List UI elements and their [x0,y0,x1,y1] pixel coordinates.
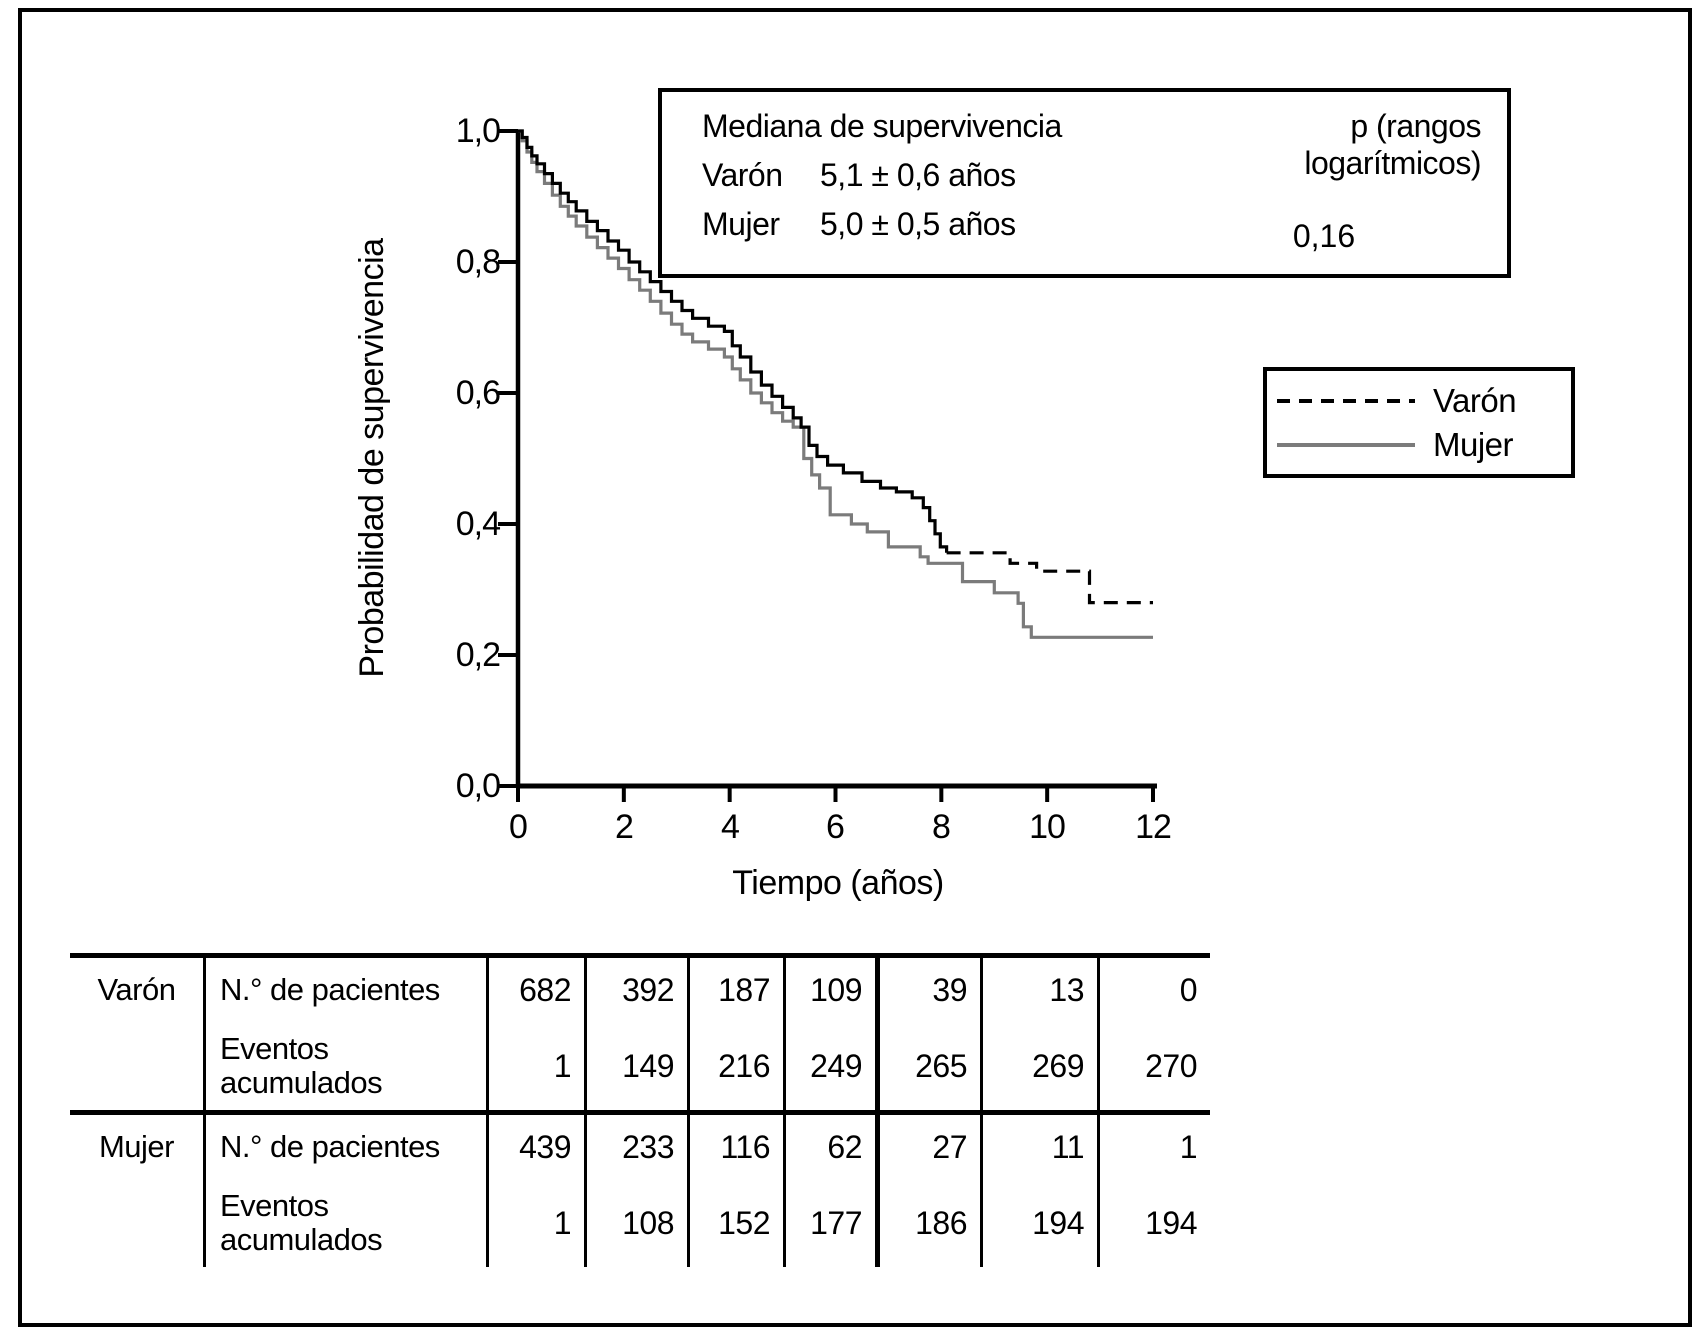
legend-item-mujer: Mujer [1277,423,1571,467]
table-value: 392 [584,958,687,1022]
row-label: Eventos acumulados [203,1179,486,1267]
x-axis-title: Tiempo (años) [732,864,944,902]
y-tick-label: 0,8 [455,243,501,281]
table-value: 682 [486,958,584,1022]
table-value: 27 [875,1115,980,1179]
y-tick-label: 0,0 [455,767,501,805]
table-value: 39 [875,958,980,1022]
median-row-value: 5,1 ± 0,6 años [820,157,1016,193]
table-value: 439 [486,1115,584,1179]
x-tick-label: 4 [721,808,740,846]
table-value: 11 [980,1115,1097,1179]
row-label: N.° de pacientes [203,1115,486,1179]
median-row-label: Varón [702,157,783,193]
dashed-line-icon [1277,398,1415,403]
legend-box: Varón Mujer [1263,367,1575,478]
spacer-cell [70,1022,203,1110]
table-value: 269 [980,1022,1097,1110]
info-box-title: Mediana de supervivencia [702,108,1062,144]
median-row-varon: Varón 5,1 ± 0,6 años [702,157,1167,194]
group-label: Mujer [98,1129,175,1164]
table-value: 194 [1097,1179,1210,1267]
table-value: 109 [783,958,875,1022]
legend-label: Mujer [1433,425,1514,463]
figure-border [18,8,1692,1327]
table-value: 194 [980,1179,1097,1267]
survival-curve-varon [518,129,949,553]
median-survival-info-box: Mediana de supervivencia Varón 5,1 ± 0,6… [658,88,1511,278]
p-value-header: p (rangos logarítmicos) [1304,108,1481,181]
solid-line-icon [1277,442,1415,447]
y-tick-label: 0,6 [455,374,501,412]
table-value: 270 [1097,1022,1210,1110]
table-value: 13 [980,958,1097,1022]
x-tick-label: 0 [509,808,528,846]
table-value: 233 [584,1115,687,1179]
table-value: 116 [687,1115,783,1179]
legend-label: Varón [1433,381,1517,419]
x-tick-label: 12 [1135,808,1172,846]
table-value: 249 [783,1022,875,1110]
y-tick-label: 0,4 [455,505,501,543]
x-tick-label: 6 [826,808,845,846]
x-tick-label: 8 [932,808,951,846]
group-label: Varón [97,972,176,1007]
table-value: 1 [486,1179,584,1267]
table-value: 186 [875,1179,980,1267]
table-value: 177 [783,1179,875,1267]
y-tick-label: 1,0 [455,112,501,150]
table-value: 0 [1097,958,1210,1022]
survival-curve-varon [946,551,1153,605]
numbers-at-risk-table: Varón N.° de pacientes 682 392 187 109 3… [70,953,1210,1267]
row-label: Eventos acumulados [203,1022,486,1110]
table-group-mujer: Mujer N.° de pacientes 439 233 116 62 27… [70,1110,1210,1267]
median-row-label: Mujer [702,206,780,242]
p-value: 0,16 [1292,218,1356,254]
spacer-cell [70,1179,203,1267]
table-value: 62 [783,1115,875,1179]
y-axis-title: Probabilidad de supervivencia [353,238,391,678]
x-tick-label: 2 [615,808,634,846]
survival-curve-mujer [518,129,1153,639]
row-label: N.° de pacientes [203,958,486,1022]
median-row-mujer: Mujer 5,0 ± 0,5 años [702,206,1167,243]
table-value: 265 [875,1022,980,1110]
table-value: 152 [687,1179,783,1267]
table-value: 187 [687,958,783,1022]
table-value: 216 [687,1022,783,1110]
table-value: 149 [584,1022,687,1110]
y-tick-label: 0,2 [455,636,501,674]
table-value: 108 [584,1179,687,1267]
legend-item-varon: Varón [1277,379,1571,423]
table-group-varon: Varón N.° de pacientes 682 392 187 109 3… [70,953,1210,1110]
x-tick-label: 10 [1029,808,1066,846]
table-value: 1 [1097,1115,1210,1179]
table-value: 1 [486,1022,584,1110]
median-row-value: 5,0 ± 0,5 años [820,206,1016,242]
